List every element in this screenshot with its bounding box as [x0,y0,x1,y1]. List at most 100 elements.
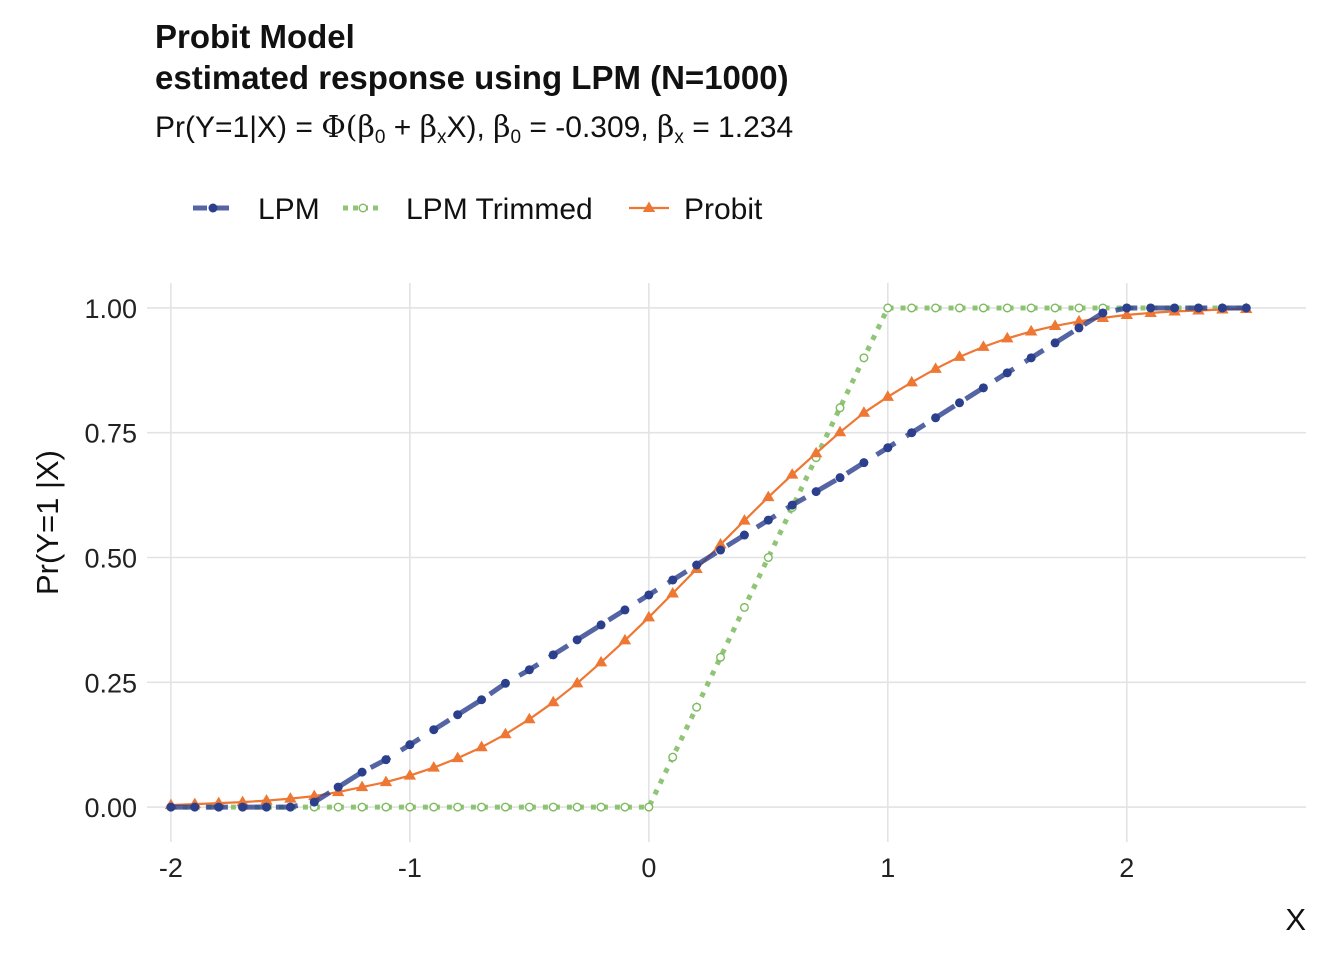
y-axis-title: Pr(Y=1 |X) [30,450,65,595]
data-point-lpm-trimmed [859,353,869,363]
data-point-lpm [1050,338,1060,348]
y-tick-label: 0.25 [84,668,137,698]
data-point-probit [929,362,942,373]
chart-title-line-2: estimated response using LPM (N=1000) [155,59,789,96]
grid [147,283,1306,842]
data-point-probit [977,340,990,351]
data-point-probit [403,769,417,780]
data-point-lpm-trimmed [1002,303,1012,313]
legend-marker-lpm [208,203,218,213]
subtitle-prefix: Pr(Y=1|X) = [155,111,322,144]
data-point-lpm [524,665,534,675]
data-point-lpm [811,487,821,497]
data-point-lpm-trimmed [477,802,487,812]
data-point-lpm-trimmed [907,303,917,313]
x-tick-label: 2 [1119,853,1134,883]
data-point-lpm-trimmed [978,303,988,313]
data-point-lpm-trimmed [931,303,941,313]
data-point-lpm [1074,323,1084,333]
data-point-lpm [405,740,415,750]
data-point-lpm-trimmed [453,802,463,812]
data-point-lpm [1217,303,1227,313]
data-point-probit [1001,331,1014,343]
data-point-lpm-trimmed [692,702,702,712]
data-point-lpm [1193,303,1203,313]
data-point-lpm [333,782,343,792]
data-point-lpm-trimmed [333,802,343,812]
data-point-probit [762,490,775,502]
legend-label-lpm-trimmed: LPM Trimmed [406,193,593,226]
subtitle-sub-a: 0 [374,127,386,148]
data-point-lpm [668,575,678,585]
data-point-lpm [238,802,248,812]
data-point-lpm [1241,303,1251,313]
x-tick-label: -1 [398,853,422,883]
data-point-lpm [548,650,558,660]
legend-label-probit: Probit [684,193,763,226]
data-point-probit [666,586,679,598]
data-point-lpm [644,590,654,600]
data-point-lpm-trimmed [572,802,582,812]
data-point-lpm [500,678,510,688]
data-point-lpm [572,635,582,645]
data-point-lpm [190,802,200,812]
data-point-lpm [1002,368,1012,378]
data-point-probit [714,538,727,549]
data-point-lpm [381,755,391,765]
chart-subtitle: Pr(Y=1|X) = Φ(β0 + βxX), β0 = -0.309, βx… [155,110,793,148]
legend-item-lpm: LPM [193,193,320,226]
data-point-lpm-trimmed [1050,303,1060,313]
data-point-lpm [429,725,439,735]
subtitle-sub-b: x [436,127,447,148]
data-point-lpm-trimmed [1026,303,1036,313]
data-point-lpm [1122,303,1132,313]
series-layer [164,302,1253,812]
data-point-lpm [739,530,749,540]
data-point-probit [570,676,584,688]
legend-marker-lpm-trimmed [358,203,368,213]
data-point-lpm-trimmed [381,802,391,812]
subtitle-beta-d: β [657,110,675,145]
data-point-lpm [453,710,463,720]
data-point-lpm-trimmed [716,652,726,662]
subtitle-beta-b: β [419,110,437,145]
legend-marker-probit [642,201,656,213]
data-point-lpm [1170,303,1180,313]
data-point-probit [523,712,536,724]
data-point-lpm [620,605,630,615]
data-point-lpm [477,695,487,705]
data-point-lpm [309,797,319,807]
data-point-lpm-trimmed [620,802,630,812]
x-axis-title: X [1285,902,1306,937]
data-point-lpm [692,560,702,570]
subtitle-sub-d: x [674,127,684,148]
subtitle-sub-c: 0 [510,127,522,148]
data-point-lpm-trimmed [429,802,439,812]
data-point-lpm [261,802,271,812]
legend-item-probit: Probit [629,193,763,226]
data-point-lpm-trimmed [954,303,964,313]
subtitle-open: ( [345,110,358,145]
data-point-probit [1025,324,1038,336]
data-point-lpm [859,458,869,468]
subtitle-close: X), [446,111,494,144]
data-point-lpm [285,802,295,812]
data-point-lpm-trimmed [357,802,367,812]
data-point-probit [451,751,464,763]
series-lpm [166,303,1251,812]
series-line-lpm-trimmed [170,305,1247,810]
data-point-lpm [907,428,917,438]
data-point-probit [881,390,894,401]
x-tick-label: 0 [641,853,656,883]
data-point-probit [499,727,512,739]
x-tick-label: -2 [159,853,183,883]
data-point-probit [1072,314,1086,326]
subtitle-beta-c: β [493,110,511,145]
subtitle-plus: + [385,111,420,144]
chart-title: Probit Model [155,18,355,55]
data-point-probit [953,350,966,361]
data-point-lpm-trimmed [668,752,678,762]
data-point-probit [857,406,871,417]
data-point-lpm [835,473,845,483]
